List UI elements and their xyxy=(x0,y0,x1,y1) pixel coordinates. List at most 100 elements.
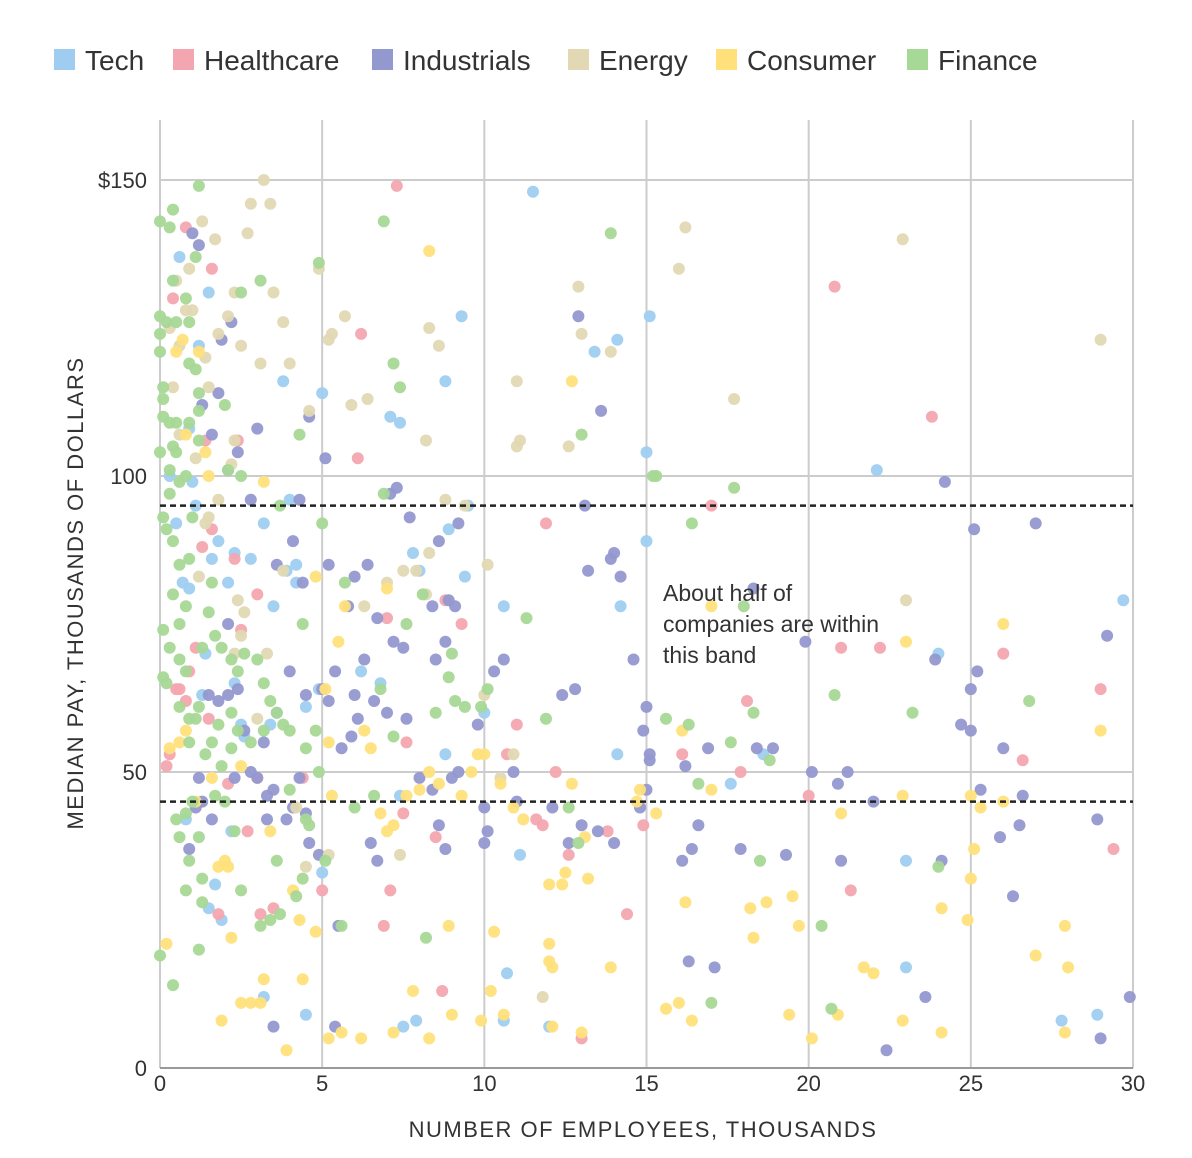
data-point-finance xyxy=(228,825,241,838)
data-point-industrials xyxy=(481,825,494,838)
data-point-consumer xyxy=(964,789,977,802)
data-point-tech xyxy=(643,310,656,323)
data-point-tech xyxy=(870,464,883,477)
data-point-industrials xyxy=(413,771,426,784)
data-point-industrials xyxy=(546,801,559,814)
data-point-consumer xyxy=(705,600,718,613)
data-point-consumer xyxy=(400,789,413,802)
y-tick-label: 100 xyxy=(110,464,147,489)
data-point-industrials xyxy=(267,1020,280,1033)
data-point-tech xyxy=(222,576,235,589)
data-point-industrials xyxy=(974,783,987,796)
data-point-finance xyxy=(299,742,312,755)
data-point-healthcare xyxy=(377,919,390,932)
data-point-consumer xyxy=(1062,961,1075,974)
data-point-consumer xyxy=(309,925,322,938)
data-point-energy xyxy=(536,991,549,1003)
data-point-industrials xyxy=(439,843,452,855)
data-point-finance xyxy=(173,653,186,666)
data-point-healthcare xyxy=(455,618,468,630)
data-point-consumer xyxy=(205,771,218,784)
data-point-finance xyxy=(458,700,471,713)
data-point-industrials xyxy=(997,742,1010,755)
data-point-industrials xyxy=(955,718,968,731)
data-point-tech xyxy=(614,600,627,613)
data-point-consumer xyxy=(559,866,572,879)
data-point-tech xyxy=(205,552,218,565)
data-point-finance xyxy=(154,446,166,459)
data-point-finance xyxy=(167,535,179,548)
data-point-industrials xyxy=(1091,813,1104,826)
data-point-consumer xyxy=(575,1026,588,1039)
data-point-healthcare xyxy=(241,825,254,838)
data-point-energy xyxy=(572,280,585,293)
data-point-healthcare xyxy=(355,327,368,340)
legend-swatch-healthcare xyxy=(173,49,194,70)
x-axis-title: NUMBER OF EMPLOYEES, THOUSANDS xyxy=(409,1117,878,1142)
data-point-healthcare xyxy=(202,712,215,725)
data-point-industrials xyxy=(835,854,848,867)
data-point-industrials xyxy=(805,766,818,778)
data-point-finance xyxy=(377,487,390,500)
data-point-finance xyxy=(225,742,238,755)
data-point-consumer xyxy=(1058,919,1071,932)
data-point-industrials xyxy=(685,843,698,855)
data-point-consumer xyxy=(280,1044,293,1057)
data-point-finance xyxy=(540,712,552,725)
data-point-finance xyxy=(160,677,173,690)
x-tick-label: 30 xyxy=(1121,1071,1145,1096)
data-point-healthcare xyxy=(400,736,413,749)
data-point-consumer xyxy=(896,1014,909,1027)
data-point-energy xyxy=(410,564,423,577)
data-point-industrials xyxy=(734,843,747,855)
data-point-finance xyxy=(157,381,170,394)
data-point-consumer xyxy=(322,736,335,749)
data-point-consumer xyxy=(423,1032,436,1045)
data-point-tech xyxy=(497,600,510,613)
data-point-consumer xyxy=(170,345,183,358)
data-point-energy xyxy=(604,345,617,358)
data-point-consumer xyxy=(423,766,436,778)
data-point-consumer xyxy=(935,1026,948,1039)
data-point-consumer xyxy=(455,789,468,802)
data-point-finance xyxy=(196,872,209,885)
data-point-finance xyxy=(218,399,231,411)
data-point-energy xyxy=(481,558,494,571)
data-point-industrials xyxy=(478,837,491,849)
data-point-consumer xyxy=(407,985,419,997)
data-point-consumer xyxy=(478,748,491,761)
data-point-energy xyxy=(261,647,273,660)
data-point-consumer xyxy=(896,789,909,802)
data-point-industrials xyxy=(192,771,205,784)
data-point-finance xyxy=(316,517,329,530)
data-point-tech xyxy=(501,967,513,980)
data-point-consumer xyxy=(163,742,176,755)
data-point-industrials xyxy=(387,635,400,648)
data-point-energy xyxy=(423,322,436,334)
data-point-industrials xyxy=(231,446,244,459)
data-point-tech xyxy=(1117,594,1130,607)
annotation-line-1: About half of xyxy=(663,580,793,606)
data-point-consumer xyxy=(792,919,805,932)
data-point-finance xyxy=(173,831,186,844)
data-point-finance xyxy=(163,487,176,500)
data-point-consumer xyxy=(835,807,848,820)
data-point-finance xyxy=(737,600,750,613)
data-point-energy xyxy=(672,262,685,275)
data-point-healthcare xyxy=(601,825,614,838)
data-point-energy xyxy=(235,629,248,642)
data-point-tech xyxy=(212,535,225,548)
data-point-consumer xyxy=(760,896,773,909)
data-point-energy xyxy=(199,517,212,530)
data-point-energy xyxy=(192,570,205,583)
data-point-finance xyxy=(257,677,270,690)
legend-label-industrials: Industrials xyxy=(403,45,531,76)
data-point-consumer xyxy=(218,854,231,867)
data-point-healthcare xyxy=(160,760,173,773)
data-point-tech xyxy=(458,570,471,583)
data-point-consumer xyxy=(484,985,497,997)
data-point-consumer xyxy=(176,333,189,346)
data-point-healthcare xyxy=(621,908,633,921)
data-point-industrials xyxy=(212,387,225,400)
